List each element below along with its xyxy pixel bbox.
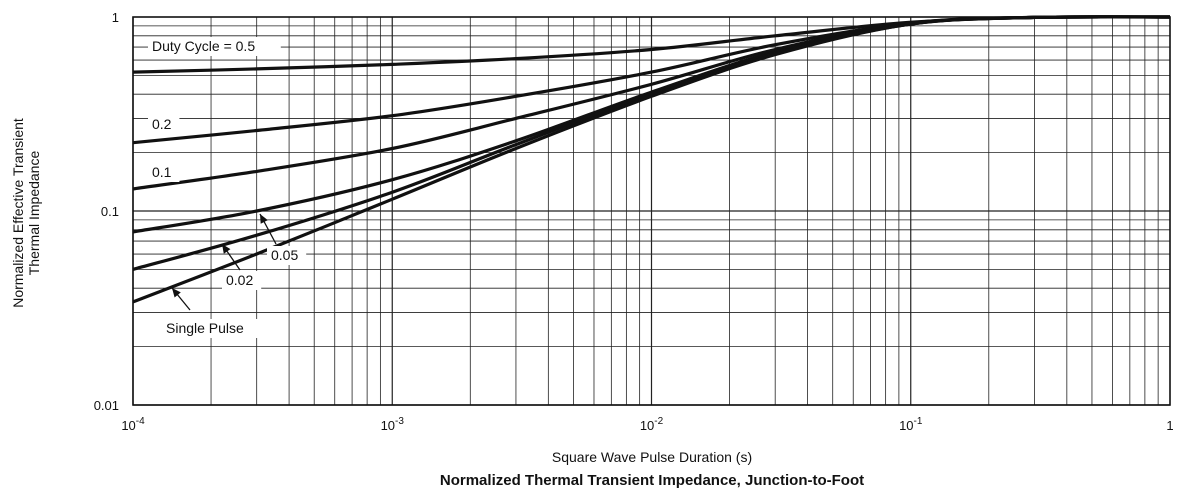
y-axis-title-line-1: Normalized Effective Transient: [10, 118, 26, 308]
y-axis-title: Normalized Effective Transient Thermal I…: [10, 118, 42, 308]
annotation-label: 0.1: [152, 164, 172, 180]
chart-title: Normalized Thermal Transient Impedance, …: [440, 472, 864, 489]
annotation-backdrop: [148, 115, 180, 134]
x-tick-labels: 10-4 10-3 10-2 10-1 1: [121, 416, 1173, 433]
y-tick-labels: 0.01 0.1 1: [94, 10, 119, 413]
x-tick-label: 10-2: [640, 416, 664, 433]
annotations: Duty Cycle = 0.5 0.2 0.1 0.05 0.02 Single Pul…: [148, 37, 307, 338]
annotation-backdrop: [148, 37, 281, 56]
x-tick-label: 10-1: [899, 416, 923, 433]
annotation-leaders: [171, 213, 277, 311]
y-tick-label: 0.01: [94, 398, 119, 413]
leader-arrowhead: [222, 244, 231, 254]
annotation-backdrop: [267, 246, 307, 265]
annotation-label: Duty Cycle = 0.5: [152, 38, 255, 54]
series-line: [132, 15, 1171, 304]
leader-arrowhead: [172, 288, 181, 298]
x-tick-label: 1: [1166, 418, 1173, 433]
y-axis-title-line-2: Thermal Impedance: [26, 151, 42, 276]
x-axis-title: Square Wave Pulse Duration (s): [552, 449, 752, 465]
annotation-backdrop: [148, 163, 180, 182]
annotation-backdrop: [222, 271, 262, 290]
annotation-label: 0.02: [226, 272, 253, 288]
annotation-label: 0.2: [152, 116, 172, 132]
annotation-backdrop: [162, 319, 264, 338]
leader-arrowhead: [260, 214, 268, 224]
y-tick-label: 1: [112, 10, 119, 25]
curves: [132, 15, 1171, 304]
x-tick-label: 10-3: [381, 416, 405, 433]
annotation-label: Single Pulse: [166, 320, 244, 336]
plot-frame: [132, 16, 1171, 406]
x-tick-label: 10-4: [121, 416, 145, 433]
y-tick-label: 0.1: [101, 204, 119, 219]
annotation-label: 0.05: [271, 247, 298, 263]
